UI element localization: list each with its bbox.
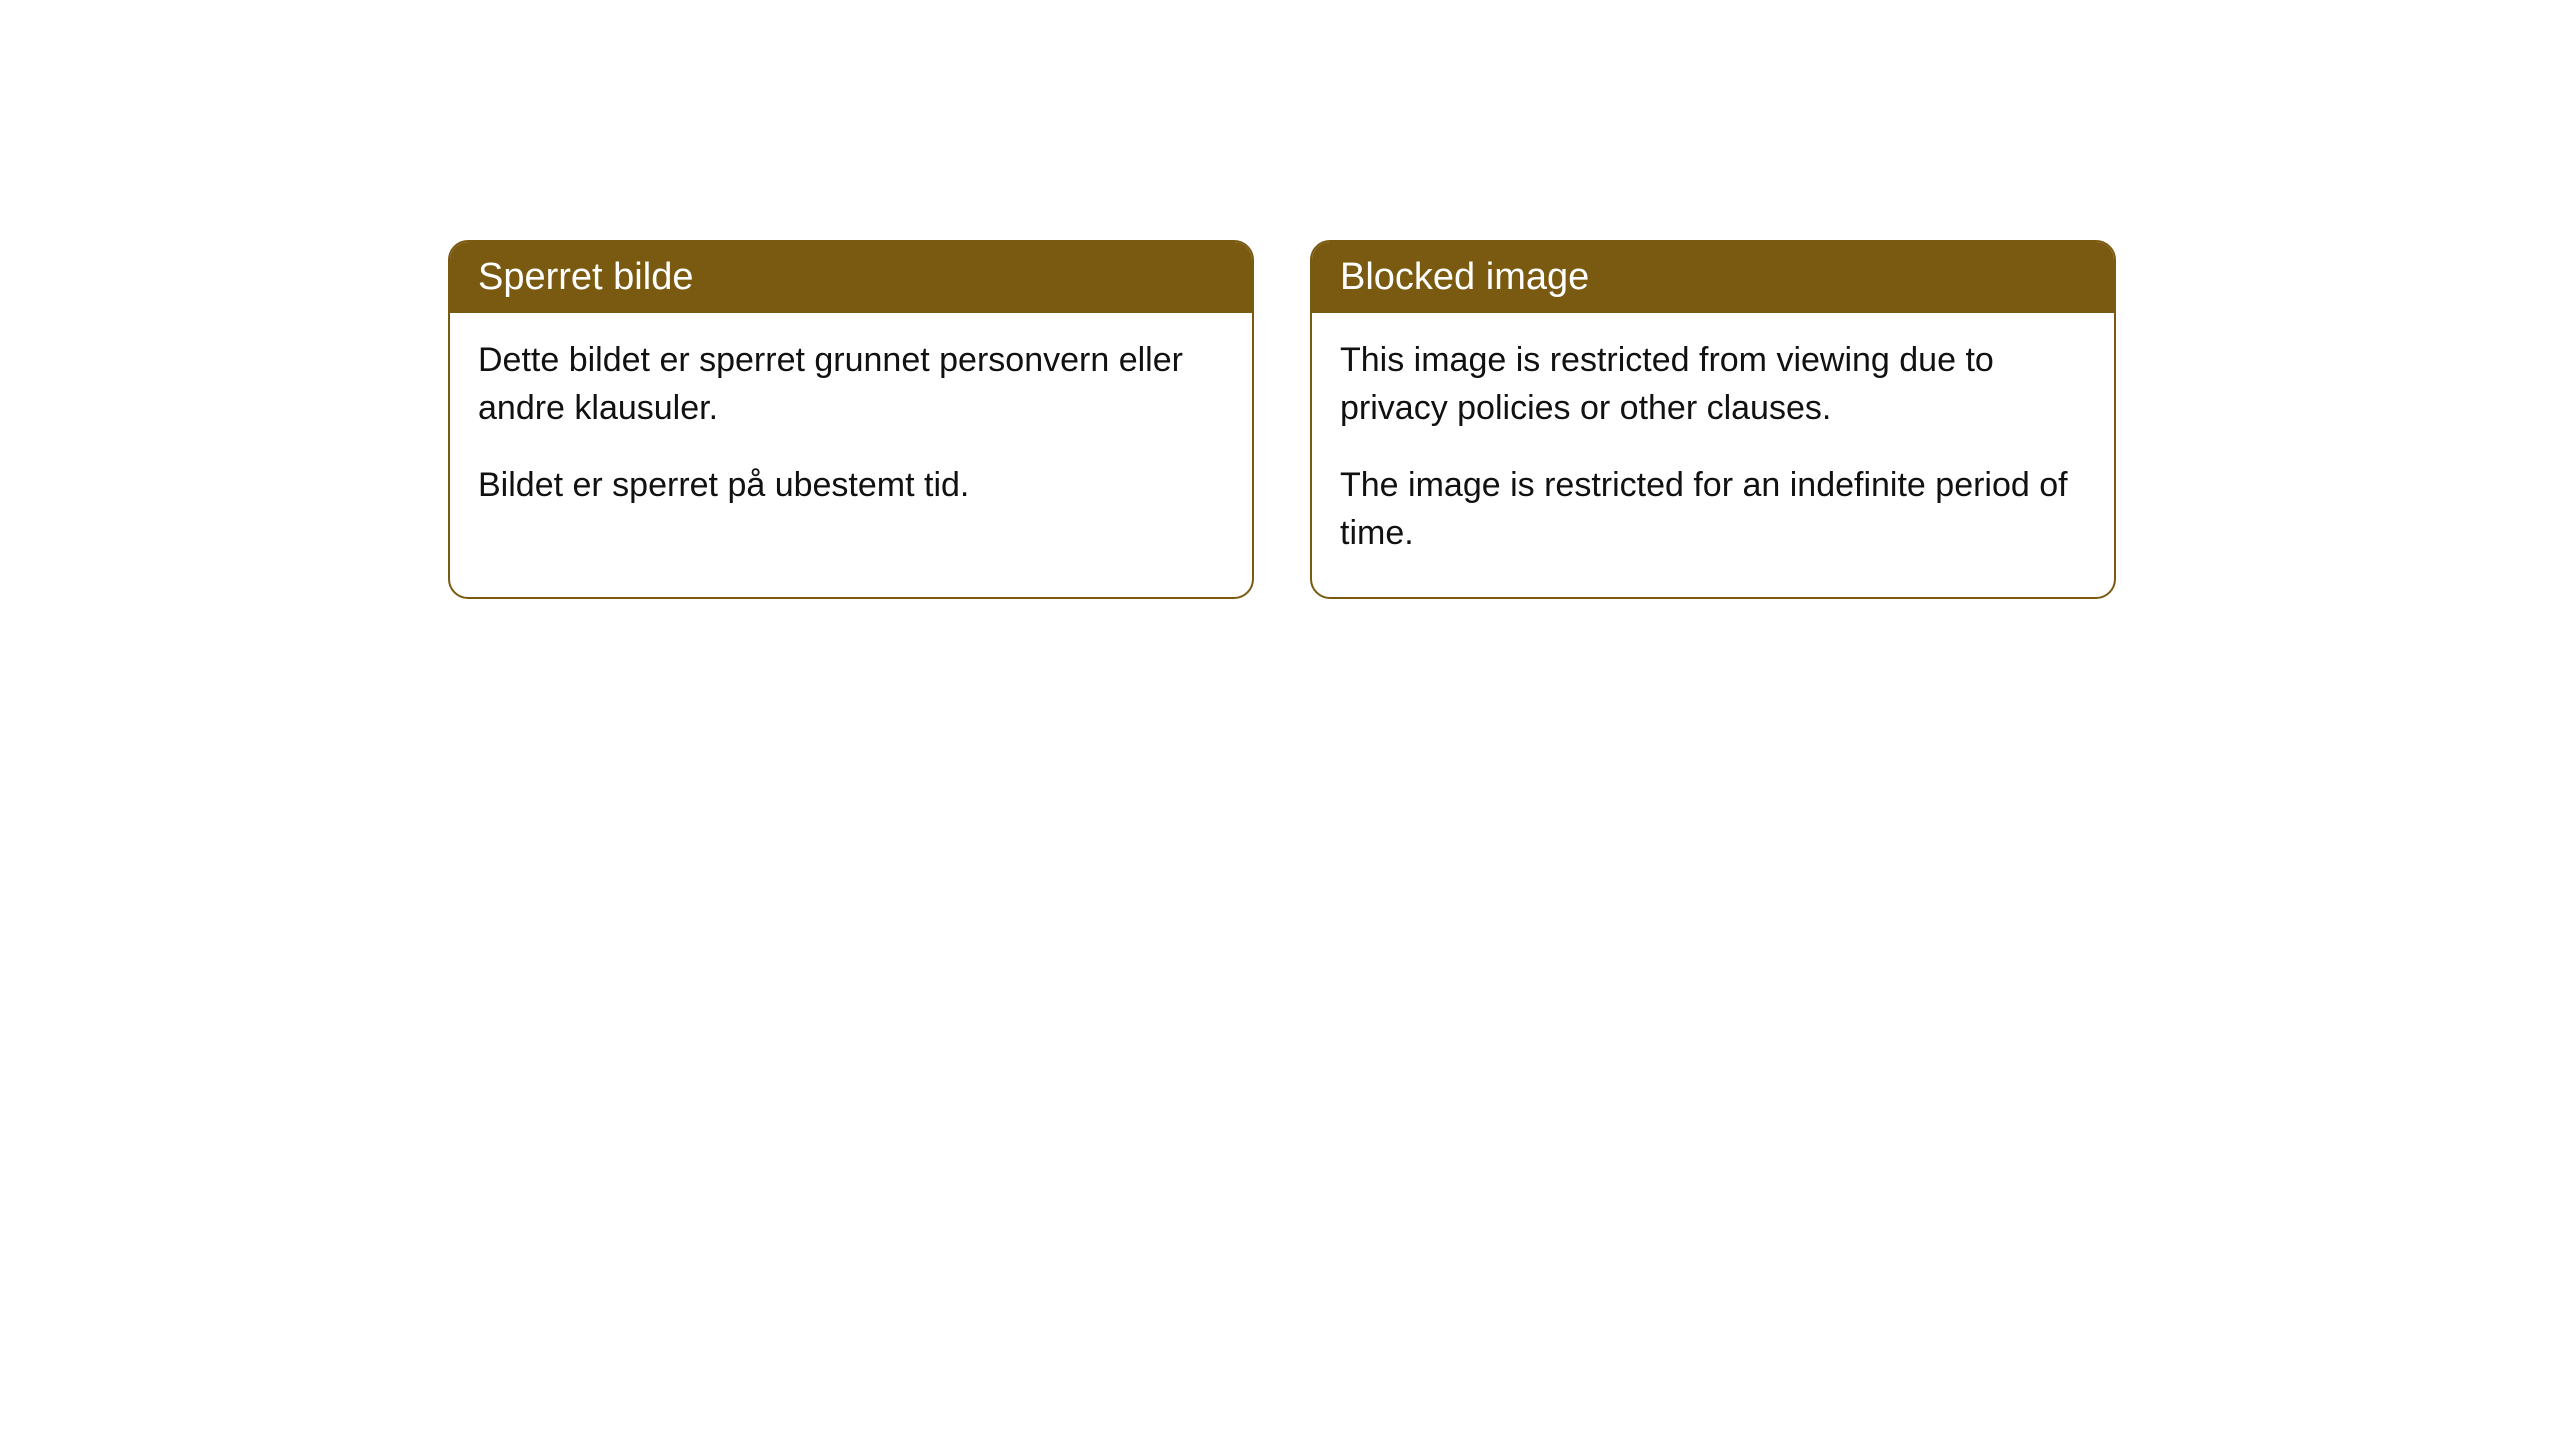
card-paragraph-norwegian-1: Dette bildet er sperret grunnet personve… [478, 337, 1224, 432]
card-container: Sperret bilde Dette bildet er sperret gr… [448, 240, 2116, 599]
card-title-norwegian: Sperret bilde [478, 256, 693, 298]
card-paragraph-norwegian-2: Bildet er sperret på ubestemt tid. [478, 462, 1224, 510]
card-header-english: Blocked image [1312, 242, 2114, 313]
card-norwegian: Sperret bilde Dette bildet er sperret gr… [448, 240, 1254, 599]
card-body-english: This image is restricted from viewing du… [1312, 313, 2114, 597]
card-paragraph-english-1: This image is restricted from viewing du… [1340, 337, 2086, 432]
card-header-norwegian: Sperret bilde [450, 242, 1252, 313]
card-title-english: Blocked image [1340, 256, 1589, 298]
card-body-norwegian: Dette bildet er sperret grunnet personve… [450, 313, 1252, 550]
card-english: Blocked image This image is restricted f… [1310, 240, 2116, 599]
card-paragraph-english-2: The image is restricted for an indefinit… [1340, 462, 2086, 557]
